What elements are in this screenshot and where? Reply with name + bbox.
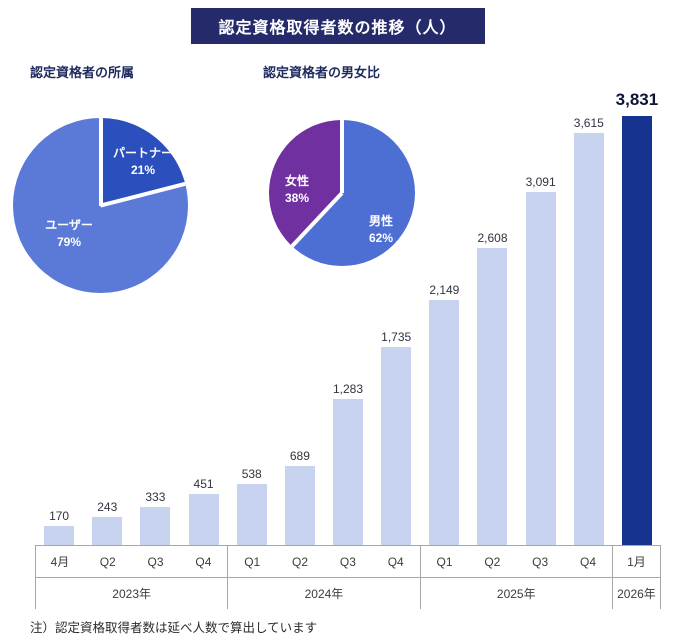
bar-value-label: 2,149	[429, 283, 460, 297]
bar-value-label: 3,091	[525, 175, 556, 189]
bar	[573, 133, 604, 545]
axis-quarter-label: Q2	[484, 554, 501, 569]
axis-quarter-label: Q1	[244, 554, 261, 569]
axis-quarter-label: Q1	[436, 554, 453, 569]
pie1-heading: 認定資格者の所属	[30, 65, 135, 80]
bar-value-label: 3,615	[573, 116, 604, 130]
bar-column: 538	[228, 90, 276, 545]
affiliation-pie-chart: パートナー 21% ユーザー 79%	[13, 118, 188, 293]
bar	[188, 494, 219, 545]
slice-name: パートナー	[112, 146, 174, 161]
bar	[236, 484, 267, 545]
axis-quarter-label: Q2	[292, 554, 309, 569]
pie-slice-divider	[340, 120, 344, 193]
pie2-heading: 認定資格者の男女比	[263, 65, 381, 80]
bar-value-label: 170	[49, 509, 70, 523]
axis-year-label: 2023年	[36, 578, 229, 609]
bar-column: 333	[131, 90, 179, 545]
bar	[333, 399, 364, 545]
bar-column: 3,091	[517, 90, 565, 545]
bar	[44, 526, 75, 545]
bar-column: 3,831	[613, 90, 661, 545]
slice-percent: 62%	[368, 231, 394, 245]
bar-value-label: 333	[145, 490, 166, 504]
category-axis: 4月 Q2 Q3 Q4 Q1 Q2 Q3 Q4 Q1 Q2 Q3 Q4 1月 2023年 2024年 202…	[35, 545, 661, 609]
bar-value-label: 2,608	[477, 231, 508, 245]
bar	[621, 116, 652, 545]
bar-column: 2,149	[420, 90, 468, 545]
chart-title-banner: 認定資格取得者数の推移（人）	[190, 8, 485, 44]
bar-column: 1,735	[372, 90, 420, 545]
bar-value-label: 538	[241, 467, 262, 481]
pie-slice-label-male: 男性 62%	[369, 213, 393, 247]
pie-slice-label-user: ユーザー 79%	[45, 217, 93, 251]
footnote: 注）認定資格取得者数は延べ人数で算出しています	[30, 621, 318, 635]
axis-quarter-row: 4月 Q2 Q3 Q4 Q1 Q2 Q3 Q4 Q1 Q2 Q3 Q4 1月	[36, 546, 661, 578]
bar-column: 689	[276, 90, 324, 545]
bar-chart: 170 243 333 451 538 689 1,283 1,735 2,149 2,608 3,…	[35, 90, 661, 609]
bar	[92, 517, 123, 545]
slice-percent: 38%	[284, 191, 310, 205]
axis-year-label: 2025年	[421, 578, 613, 609]
slice-percent: 79%	[56, 235, 82, 249]
bar	[477, 248, 508, 545]
bar-column: 2,608	[468, 90, 516, 545]
pie-slice-label-female: 女性 38%	[285, 173, 309, 207]
bar-column: 170	[35, 90, 83, 545]
axis-quarter-label: Q3	[147, 554, 164, 569]
axis-quarter-group: 4月 Q2 Q3 Q4	[36, 546, 229, 577]
axis-quarter-label: Q3	[532, 554, 549, 569]
axis-quarter-label: Q4	[580, 554, 597, 569]
bar-column: 3,615	[565, 90, 613, 545]
axis-year-label: 2026年	[613, 578, 661, 609]
axis-year-row: 2023年 2024年 2025年 2026年	[36, 578, 661, 609]
axis-quarter-label: Q2	[99, 554, 116, 569]
pie-slice-label-partner: パートナー 21%	[113, 145, 173, 179]
gender-pie-chart: 女性 38% 男性 62%	[269, 120, 415, 266]
slice-name: 女性	[284, 174, 309, 189]
bar-plot: 170 243 333 451 538 689 1,283 1,735 2,149 2,608 3,…	[35, 90, 661, 545]
slice-percent: 21%	[130, 163, 156, 177]
slice-name: 男性	[368, 214, 393, 229]
axis-quarter-group: Q1 Q2 Q3 Q4	[421, 546, 613, 577]
axis-quarter-group: 1月	[613, 546, 661, 577]
axis-quarter-label: Q4	[387, 554, 404, 569]
bar	[381, 347, 412, 545]
axis-year-label: 2024年	[228, 578, 421, 609]
bar	[429, 300, 460, 545]
pie-slice-divider	[100, 181, 186, 208]
bar-value-label: 1,735	[381, 330, 412, 344]
axis-quarter-label: 4月	[50, 555, 70, 569]
bar-value-label: 451	[193, 477, 214, 491]
axis-quarter-label: Q3	[339, 554, 356, 569]
bar	[140, 507, 171, 545]
axis-quarter-label: Q4	[195, 554, 212, 569]
bar-value-label: 1,283	[333, 382, 364, 396]
bar	[525, 192, 556, 545]
bar-column: 1,283	[324, 90, 372, 545]
bar-value-label: 3,831	[615, 90, 659, 109]
bar-value-label: 243	[97, 500, 118, 514]
bar-column: 451	[179, 90, 227, 545]
axis-quarter-group: Q1 Q2 Q3 Q4	[228, 546, 421, 577]
bar-column: 243	[83, 90, 131, 545]
axis-quarter-label: 1月	[627, 555, 646, 569]
pie-slice-divider	[98, 118, 103, 206]
bar	[284, 466, 315, 545]
bar-value-label: 689	[289, 449, 310, 463]
slice-name: ユーザー	[45, 218, 93, 233]
